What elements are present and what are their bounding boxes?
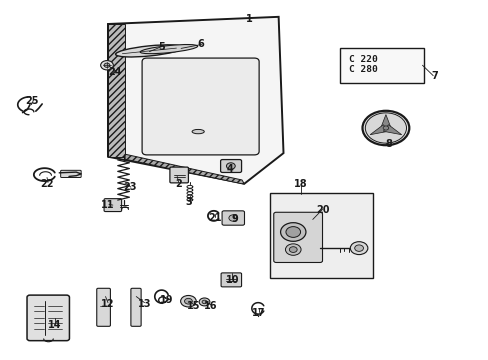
Text: C 220: C 220: [348, 55, 377, 64]
Text: 2: 2: [175, 179, 182, 189]
Polygon shape: [108, 17, 283, 184]
FancyBboxPatch shape: [220, 159, 241, 172]
FancyBboxPatch shape: [339, 48, 424, 83]
Text: 4: 4: [226, 164, 233, 174]
FancyBboxPatch shape: [97, 288, 110, 326]
Circle shape: [280, 223, 305, 241]
FancyBboxPatch shape: [221, 273, 241, 287]
Text: 18: 18: [293, 179, 307, 189]
FancyBboxPatch shape: [142, 58, 259, 155]
FancyBboxPatch shape: [104, 199, 122, 212]
FancyBboxPatch shape: [269, 193, 372, 278]
Polygon shape: [369, 125, 387, 135]
FancyBboxPatch shape: [61, 170, 81, 177]
FancyBboxPatch shape: [131, 288, 141, 326]
Text: 25: 25: [25, 96, 39, 106]
Circle shape: [362, 111, 408, 145]
Text: 20: 20: [315, 206, 328, 216]
Circle shape: [354, 245, 363, 251]
Polygon shape: [108, 24, 125, 157]
FancyBboxPatch shape: [27, 295, 69, 341]
FancyBboxPatch shape: [273, 212, 322, 262]
Circle shape: [382, 126, 388, 130]
FancyBboxPatch shape: [169, 167, 188, 183]
Circle shape: [365, 113, 406, 143]
Text: 11: 11: [101, 200, 115, 210]
Polygon shape: [380, 114, 390, 128]
Text: 9: 9: [231, 215, 238, 224]
Text: 19: 19: [160, 295, 173, 305]
Text: 1: 1: [245, 14, 252, 24]
Text: 16: 16: [203, 301, 217, 311]
Circle shape: [202, 300, 206, 304]
Text: 21: 21: [208, 213, 222, 222]
Text: 17: 17: [252, 308, 265, 318]
Text: 7: 7: [430, 71, 437, 81]
Polygon shape: [125, 154, 244, 184]
Text: 12: 12: [101, 299, 115, 309]
Text: 15: 15: [186, 301, 200, 311]
Circle shape: [199, 298, 209, 306]
Circle shape: [184, 298, 192, 304]
Text: 13: 13: [138, 299, 151, 309]
Text: 8: 8: [384, 139, 391, 149]
Circle shape: [180, 296, 196, 307]
Circle shape: [104, 63, 110, 67]
Polygon shape: [383, 125, 401, 135]
Ellipse shape: [140, 45, 197, 54]
Text: 10: 10: [225, 275, 239, 285]
Text: 6: 6: [197, 39, 203, 49]
Text: 23: 23: [123, 182, 136, 192]
Circle shape: [226, 163, 235, 169]
Text: 3: 3: [184, 197, 191, 207]
Text: 5: 5: [158, 42, 164, 52]
Circle shape: [285, 226, 300, 237]
Circle shape: [101, 60, 113, 70]
Text: C 280: C 280: [348, 65, 377, 74]
Circle shape: [349, 242, 367, 255]
Text: 22: 22: [40, 179, 54, 189]
Text: 14: 14: [47, 320, 61, 330]
Ellipse shape: [115, 45, 183, 57]
Circle shape: [228, 215, 237, 221]
Text: 24: 24: [108, 67, 122, 77]
FancyBboxPatch shape: [222, 211, 244, 225]
Circle shape: [285, 244, 301, 255]
Circle shape: [289, 247, 297, 252]
Ellipse shape: [192, 130, 204, 134]
